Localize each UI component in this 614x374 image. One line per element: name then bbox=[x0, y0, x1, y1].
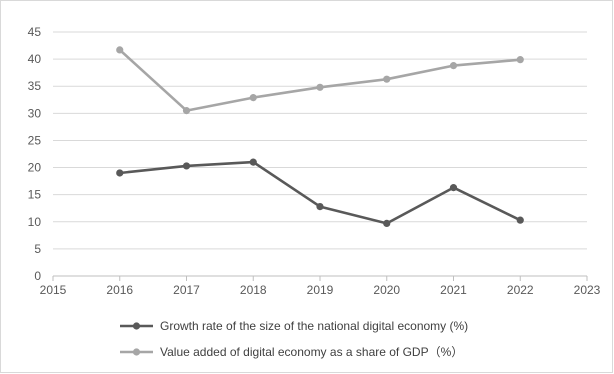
data-point-series-1 bbox=[516, 216, 524, 224]
x-tick-label: 2017 bbox=[173, 283, 200, 297]
x-tick-label: 2016 bbox=[106, 283, 133, 297]
data-point-series-2 bbox=[449, 62, 458, 70]
data-point-series-2 bbox=[516, 56, 524, 64]
data-point-series-1 bbox=[116, 169, 124, 177]
data-point-series-1 bbox=[249, 158, 257, 166]
x-tick-label: 2022 bbox=[507, 283, 534, 297]
y-tick-label: 5 bbox=[34, 242, 41, 256]
series-layer bbox=[116, 46, 524, 228]
x-tick-label: 2018 bbox=[240, 283, 267, 297]
data-point-series-1 bbox=[383, 219, 391, 228]
y-tick-label: 15 bbox=[28, 188, 42, 202]
y-tick-label: 10 bbox=[28, 215, 42, 229]
data-point-series-1 bbox=[316, 202, 324, 211]
x-tick-label: 2015 bbox=[40, 283, 67, 297]
gridlines bbox=[53, 31, 587, 250]
legend-label-2: Value added of digital economy as a shar… bbox=[160, 345, 463, 359]
y-tick-label: 25 bbox=[28, 133, 42, 147]
x-tick-label: 2023 bbox=[574, 283, 601, 297]
y-tick-label: 45 bbox=[28, 25, 42, 39]
legend-label-1: Growth rate of the size of the national … bbox=[160, 319, 468, 333]
x-tick-label: 2019 bbox=[307, 283, 334, 297]
data-point-series-2 bbox=[116, 46, 124, 54]
data-point-series-2 bbox=[182, 107, 191, 115]
data-point-series-2 bbox=[249, 94, 257, 102]
data-point-series-1 bbox=[182, 162, 191, 170]
axes: 0 5 10 15 20 25 30 35 40 45 2015 2016 2017 2018 2019 20… bbox=[28, 25, 601, 297]
y-tick-label: 30 bbox=[28, 106, 42, 120]
legend-marker-2 bbox=[132, 348, 141, 356]
y-tick-label: 40 bbox=[28, 52, 42, 66]
y-tick-label: 0 bbox=[34, 269, 41, 283]
data-point-series-2 bbox=[383, 75, 391, 83]
data-point-series-1 bbox=[449, 184, 458, 192]
legend: Growth rate of the size of the national … bbox=[120, 319, 468, 359]
x-tick-label: 2021 bbox=[440, 283, 467, 297]
y-tick-label: 35 bbox=[28, 79, 42, 93]
y-tick-label: 20 bbox=[28, 161, 42, 175]
x-tick-label: 2020 bbox=[373, 283, 400, 297]
legend-marker-1 bbox=[132, 322, 141, 330]
data-point-series-2 bbox=[316, 83, 324, 91]
